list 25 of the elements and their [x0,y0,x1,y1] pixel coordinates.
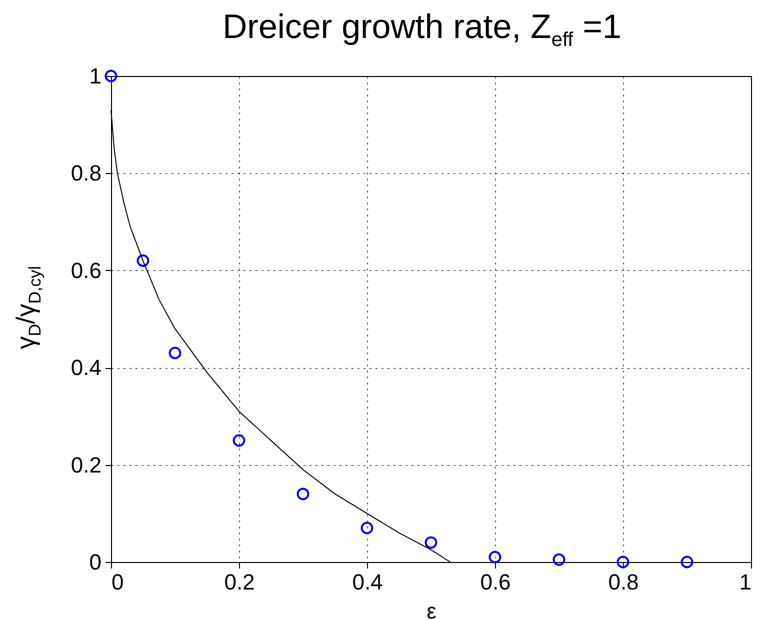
point [424,536,438,549]
point [552,553,566,566]
x-tick-label: 0.8 [608,570,639,594]
point [168,346,182,360]
x-tick-label: 0.4 [352,570,383,594]
point [680,556,694,568]
x-tick-label: 0.6 [480,570,511,594]
chart-title: Dreicer growth rate, Z$_{eff}$ =1 [222,8,622,52]
y-tick-label: 1 [89,64,102,88]
point [296,488,310,500]
y-tick-label: 0.2 [70,452,102,478]
x-tick-label: 0 [112,570,124,594]
point [616,556,630,568]
point [488,550,502,564]
point [360,522,374,534]
y-tick-label: 0.4 [70,355,102,380]
x-tick-label: 1 [739,570,752,594]
y-tick-label: 0 [89,550,102,574]
y-tick-label: 0.8 [70,160,102,186]
x-axis-title: ε [426,598,437,620]
point [136,254,150,267]
y-tick-label: 0.6 [70,258,102,283]
point [232,434,246,447]
x-tick-label: 0.2 [224,570,255,594]
point [104,70,118,82]
